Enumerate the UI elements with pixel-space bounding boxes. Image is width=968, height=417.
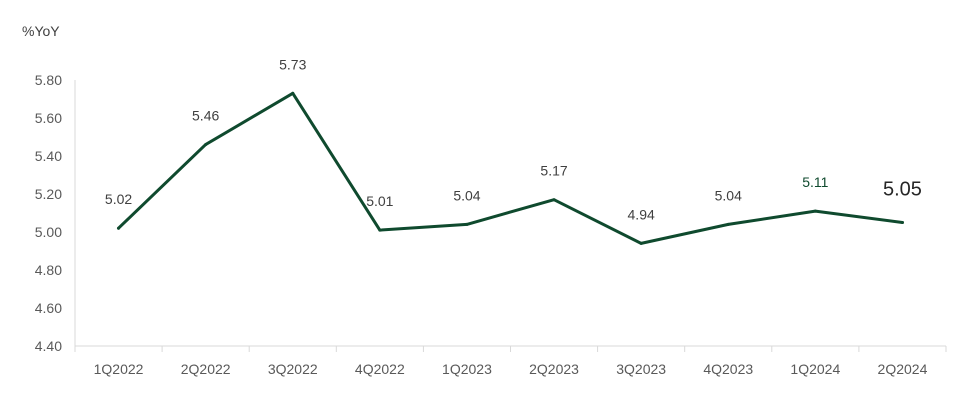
series-group (117, 91, 904, 245)
series-line (117, 91, 904, 245)
y-axis-ticks: 4.40 4.60 4.80 5.00 5.20 5.40 5.60 5.80 (35, 72, 62, 354)
y-tick-label: 5.60 (35, 110, 62, 126)
data-label: 5.73 (279, 56, 306, 72)
data-label: 5.04 (453, 187, 480, 203)
x-tick-label: 3Q2022 (268, 361, 318, 377)
y-axis-unit-label: %YoY (22, 23, 60, 39)
data-point (900, 221, 904, 224)
x-tick-label: 2Q2024 (878, 361, 928, 377)
data-labels: 5.02 5.46 5.73 5.01 5.04 5.17 4.94 5.04 5.11 5.05 (105, 56, 922, 222)
data-label: 5.01 (366, 193, 393, 209)
data-label: 5.11 (802, 174, 828, 190)
y-tick-label: 4.80 (35, 262, 62, 278)
data-point (552, 198, 556, 202)
y-tick-label: 5.20 (35, 186, 62, 202)
x-tick-label: 3Q2023 (616, 361, 666, 377)
data-point (465, 222, 469, 226)
x-tick-label: 4Q2023 (703, 361, 753, 377)
data-point (204, 143, 208, 147)
data-point (378, 228, 382, 232)
data-point (117, 226, 121, 230)
data-point (813, 209, 817, 213)
data-label: 5.04 (715, 187, 742, 203)
y-tick-label: 5.40 (35, 148, 62, 164)
data-label: 5.46 (192, 108, 219, 124)
y-tick-label: 4.60 (35, 300, 62, 316)
data-point (291, 91, 295, 95)
data-point (726, 222, 730, 226)
y-tick-label: 5.80 (35, 72, 62, 88)
data-point (639, 241, 643, 245)
x-tick-label: 2Q2023 (529, 361, 579, 377)
x-tick-label: 4Q2022 (355, 361, 405, 377)
y-tick-label: 5.00 (35, 224, 62, 240)
data-label: 4.94 (628, 206, 655, 222)
y-tick-label: 4.40 (35, 338, 62, 354)
data-label: 5.17 (540, 163, 567, 179)
data-label: 5.02 (105, 191, 132, 207)
x-tick-label: 1Q2022 (94, 361, 144, 377)
x-tick-label: 2Q2022 (181, 361, 231, 377)
x-tick-label: 1Q2024 (790, 361, 840, 377)
data-label: 5.05 (883, 179, 922, 201)
x-tick-label: 1Q2023 (442, 361, 492, 377)
x-axis-ticks: 1Q2022 2Q2022 3Q2022 4Q2022 1Q2023 2Q2023 3Q20… (74, 346, 947, 377)
